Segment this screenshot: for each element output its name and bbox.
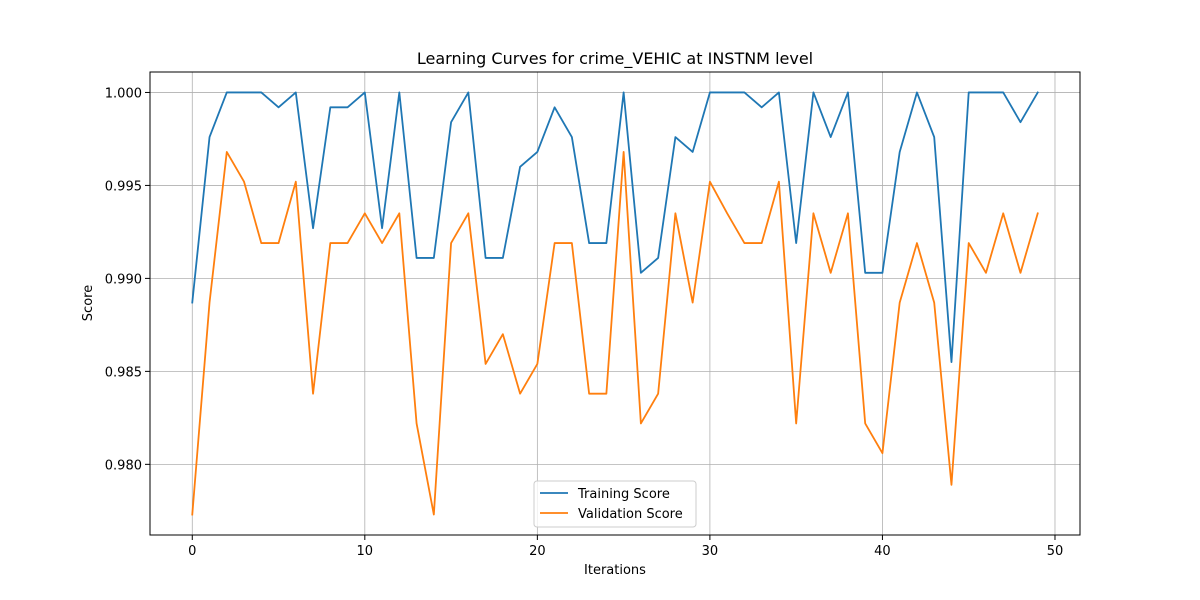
x-tick-label: 10 bbox=[357, 544, 374, 559]
y-tick-label: 0.995 bbox=[105, 179, 142, 194]
x-tick-label: 40 bbox=[874, 544, 891, 559]
training-score-line bbox=[191, 91, 1039, 363]
validation-score-line bbox=[191, 151, 1039, 516]
y-tick-label: 1.000 bbox=[105, 86, 142, 101]
y-tick-label: 0.980 bbox=[105, 458, 142, 473]
x-tick-label: 0 bbox=[188, 544, 196, 559]
x-tick-label: 20 bbox=[529, 544, 546, 559]
x-tick-label: 30 bbox=[702, 544, 719, 559]
y-axis-label: Score bbox=[81, 285, 96, 321]
x-tick-label: 50 bbox=[1047, 544, 1064, 559]
legend-label-training: Training Score bbox=[577, 487, 670, 502]
y-axis-ticks: 0.980 0.985 0.990 0.995 1.000 bbox=[105, 86, 150, 473]
y-tick-label: 0.985 bbox=[105, 365, 142, 380]
grid bbox=[150, 72, 1080, 535]
legend: Training Score Validation Score bbox=[533, 480, 697, 528]
x-axis-ticks: 0 10 20 30 40 50 bbox=[188, 535, 1063, 559]
y-tick-label: 0.990 bbox=[105, 272, 142, 287]
x-axis-label: Iterations bbox=[584, 563, 646, 578]
series-layer bbox=[191, 91, 1039, 516]
chart-title: Learning Curves for crime_VEHIC at INSTN… bbox=[417, 49, 813, 69]
legend-label-validation: Validation Score bbox=[578, 507, 683, 522]
plot-frame bbox=[149, 71, 1081, 536]
legend-box bbox=[533, 480, 697, 528]
